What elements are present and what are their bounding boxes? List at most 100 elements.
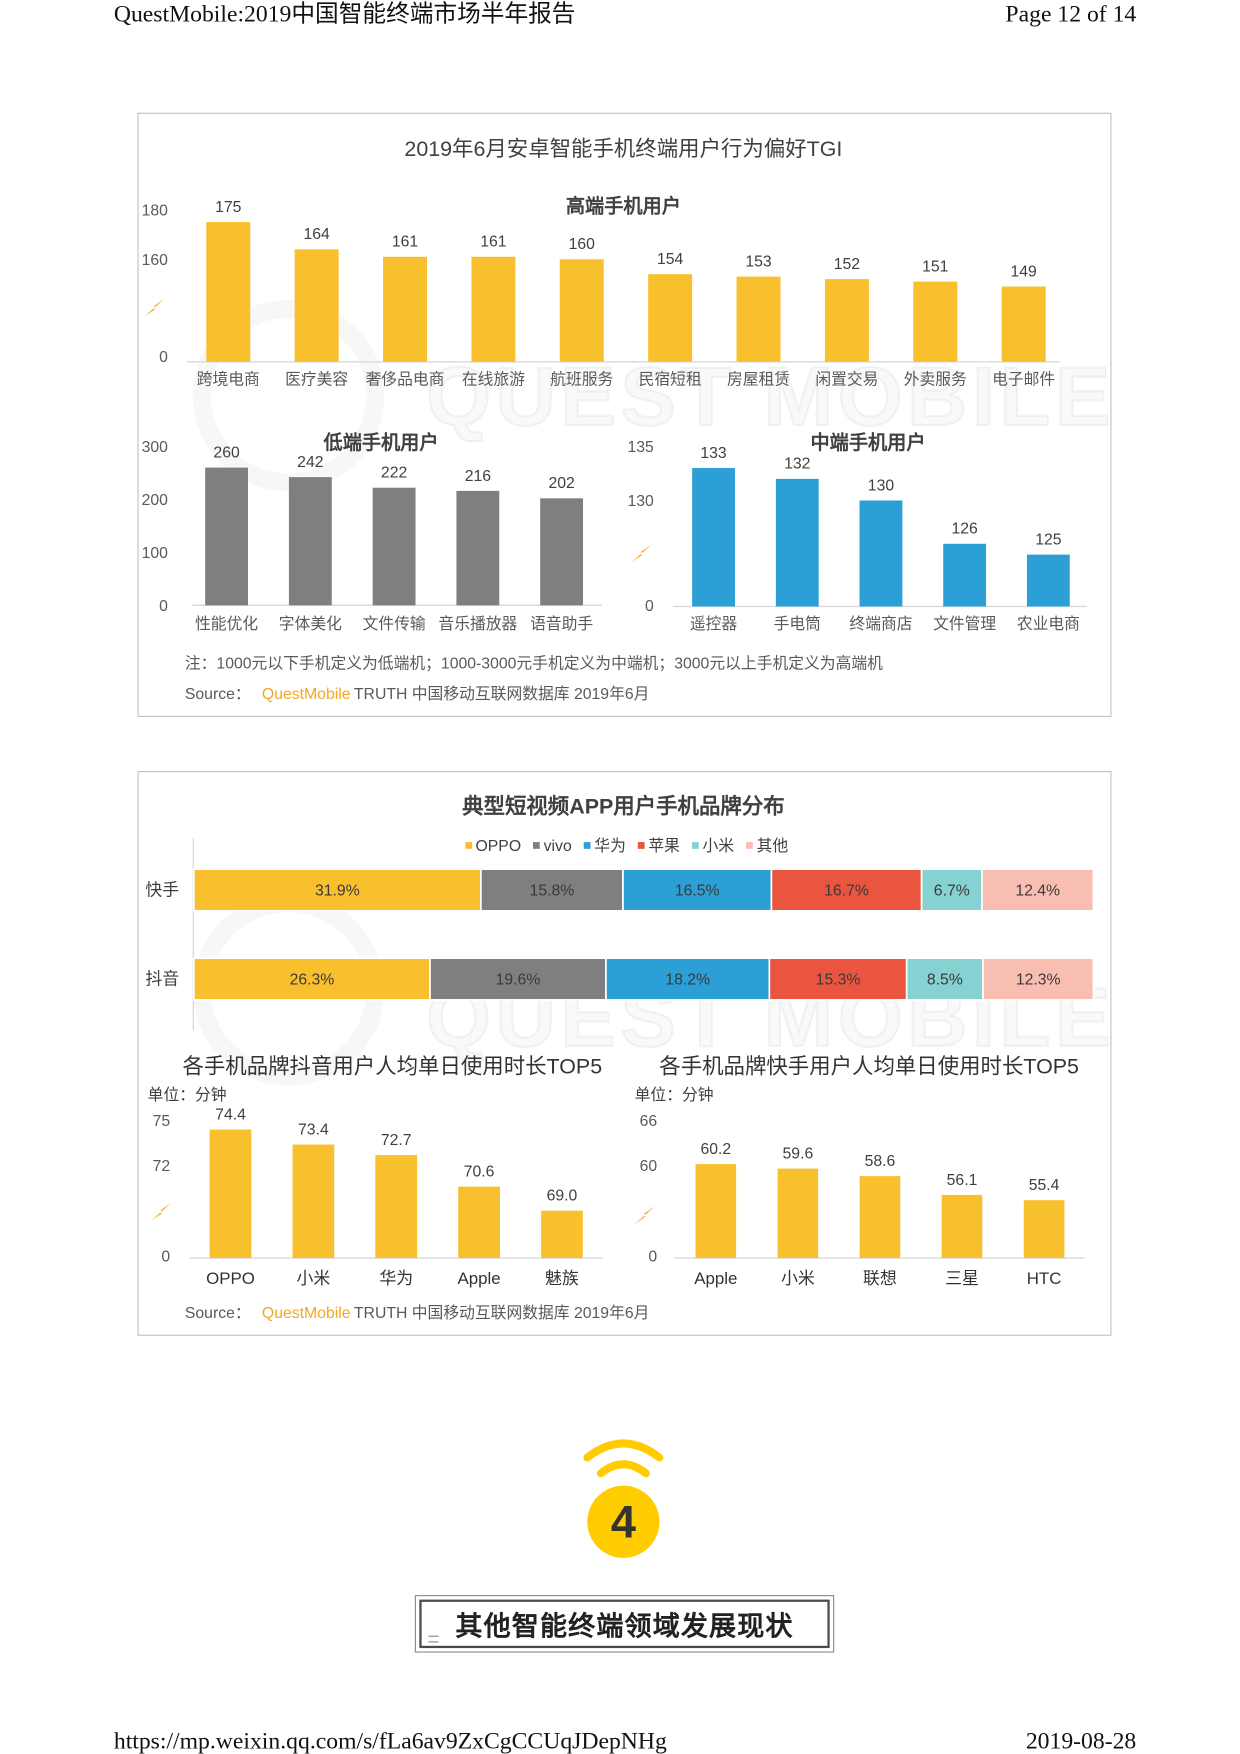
category-label: 外卖服务 — [904, 370, 967, 388]
bar-value-label: 151 — [922, 258, 948, 275]
chart-brand-distribution: 快手 31.9% 15.8% 16.5% 16.7% 6.7% 12.4% 抖音 26.3% 19… — [145, 838, 1095, 1031]
category-label: 跨境电商 — [197, 369, 260, 388]
bar-value-label: 154 — [657, 251, 684, 268]
bar — [695, 1164, 737, 1259]
y-tick-label: 60 — [640, 1158, 658, 1175]
bar — [205, 467, 248, 606]
source-prefix: Source： — [184, 684, 251, 703]
bar-value-label: 161 — [480, 234, 506, 251]
legend-label: vivo — [543, 836, 572, 855]
bar — [692, 468, 735, 607]
category-label: Apple — [457, 1269, 500, 1288]
category-label: 性能优化 — [195, 615, 258, 633]
chart-high-end-users: 0 160 180 175 跨境电商 164 医疗美容 161 奢侈品电商 161 在线旅游 160 航… — [142, 199, 1060, 388]
chart-title: 中端手机用户 — [810, 432, 926, 454]
segment-value-label: 18.2% — [665, 972, 710, 989]
bar — [372, 487, 416, 606]
bar-segment — [193, 868, 482, 912]
equals-lines-icon — [428, 1635, 439, 1643]
bar-segment — [982, 957, 1095, 1001]
bar — [541, 1210, 583, 1259]
segment-value-label: 6.7% — [934, 883, 970, 900]
section-number-badge — [587, 1485, 660, 1558]
legend-item: OPPO — [465, 834, 521, 857]
bar-value-label: 56.1 — [947, 1172, 978, 1189]
chart-kuaishou-usage-top5: 0 60 66 60.2 Apple 59.6 小米 58.6 联想 56.1 三星 55.4 HTC — [634, 1113, 1085, 1288]
segment-value-label: 31.9% — [315, 883, 360, 900]
bar-value-label: 216 — [465, 468, 492, 485]
watermark: QUEST MOBILE — [425, 348, 1112, 444]
chart-title: 各手机品牌抖音用户人均单日使用时长TOP5 — [182, 1055, 603, 1080]
category-label: 三星 — [945, 1269, 979, 1288]
bar — [943, 543, 987, 607]
category-label: 在线旅游 — [462, 370, 525, 388]
segment-value-label: 15.8% — [530, 883, 575, 900]
y-tick-label: 75 — [153, 1113, 171, 1130]
chart-title: 高端手机用户 — [565, 195, 681, 217]
category-label: 音乐播放器 — [438, 615, 517, 633]
bar-value-label: 74.4 — [215, 1106, 246, 1123]
section-title: 其他智能终端领域发展现状 — [455, 1611, 794, 1643]
category-label: 字体美化 — [279, 615, 342, 633]
category-label: 魅族 — [545, 1269, 579, 1288]
footnote: 注：1000元以下手机定义为低端机；1000-3000元手机定义为中端机；300… — [184, 653, 883, 672]
legend-item: 小米 — [692, 834, 734, 857]
bar — [777, 1168, 819, 1259]
bar — [775, 478, 819, 607]
chart-low-end-users: 0 100 200 300 260 性能优化 242 字体美化 222 文件传输 216 音乐播放器 2… — [142, 439, 602, 633]
legend-swatch — [465, 842, 473, 849]
bar — [859, 1176, 901, 1259]
legend-label: 华为 — [594, 836, 626, 855]
footer-url: https://mp.weixin.qq.com/s/fLa6av9ZxCgCC… — [113, 1726, 667, 1754]
y-tick-label: 0 — [648, 1248, 657, 1265]
chart-title: 典型短视频APP用户手机品牌分布 — [462, 795, 785, 819]
bar — [458, 1186, 500, 1259]
bar-value-label: 125 — [1035, 531, 1062, 548]
bar-value-label: 260 — [213, 444, 240, 461]
bar-value-label: 69.0 — [547, 1188, 578, 1205]
bar — [288, 477, 332, 606]
bar-segment — [770, 868, 923, 912]
category-label: 手电筒 — [774, 615, 821, 633]
panel-tgi: QUEST MOBILE — [137, 112, 1112, 717]
bar-value-label: 73.4 — [298, 1121, 329, 1138]
section-title-frame: 其他智能终端领域发展现状 — [419, 1599, 830, 1649]
bar-segment — [193, 957, 431, 1001]
section-title-box: 其他智能终端领域发展现状 — [414, 1595, 835, 1653]
category-label: 遥控器 — [690, 615, 738, 633]
wifi-signal-icon: 4 — [583, 1439, 664, 1558]
category-label: 航班服务 — [550, 370, 613, 388]
bar-value-label: 153 — [745, 253, 772, 270]
axis-break-icon — [151, 1202, 172, 1221]
bar-segment — [605, 957, 771, 1001]
bar-value-label: 130 — [868, 477, 895, 494]
bar — [209, 1129, 252, 1259]
y-tick-label: 130 — [628, 493, 655, 510]
y-tick-label: 135 — [628, 439, 655, 456]
bar-value-label: 59.6 — [783, 1145, 814, 1162]
segment-value-label: 26.3% — [290, 972, 335, 989]
y-tick-label: 200 — [142, 492, 169, 509]
y-tick-label: 0 — [159, 349, 168, 366]
y-tick-label: 100 — [142, 545, 169, 562]
source-text: TRUTH 中国移动互联网数据库 2019年6月 — [353, 1303, 650, 1322]
segment-value-label: 15.3% — [816, 972, 861, 989]
page-number: Page 12 of 14 — [1005, 0, 1137, 28]
bar-segment — [920, 868, 983, 912]
legend-label: 其他 — [756, 836, 789, 855]
bar — [456, 490, 500, 606]
y-tick-label: 180 — [142, 202, 169, 219]
bar-value-label: 175 — [215, 199, 242, 216]
axis-break-icon — [631, 544, 652, 563]
segment-value-label: 12.4% — [1015, 883, 1060, 900]
bar-value-label: 70.6 — [464, 1163, 495, 1180]
category-label: 房屋租赁 — [727, 370, 790, 388]
bar-value-label: 72.7 — [381, 1132, 412, 1149]
y-tick-label: 160 — [142, 252, 169, 269]
section-number: 4 — [611, 1497, 636, 1548]
bar-segment — [905, 957, 984, 1001]
bar — [941, 1194, 983, 1259]
source-brand: QuestMobile — [261, 1303, 351, 1322]
legend-swatch — [692, 842, 700, 849]
